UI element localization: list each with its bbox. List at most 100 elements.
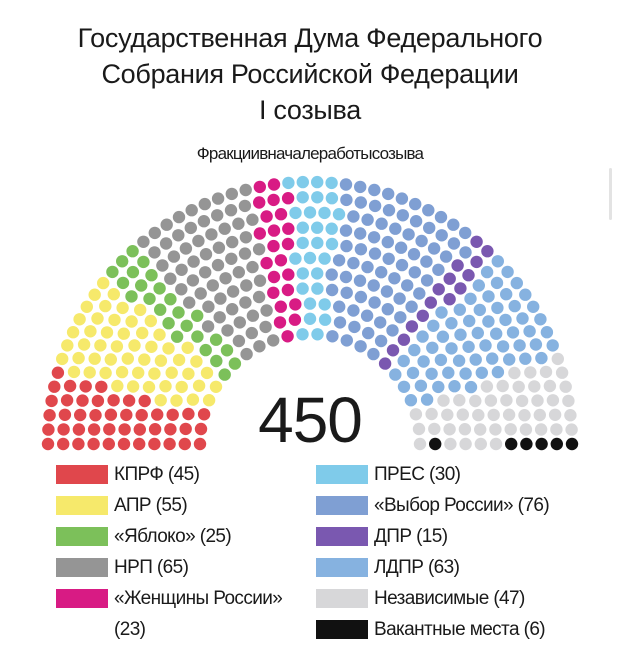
seat-2-18 bbox=[145, 269, 158, 282]
seat-8-35 bbox=[490, 327, 503, 340]
seat-4-0 bbox=[273, 316, 287, 329]
seat-8-58 bbox=[519, 352, 532, 365]
seat-3-38 bbox=[205, 228, 218, 241]
seat-5-2 bbox=[296, 328, 309, 341]
seat-1-18 bbox=[77, 338, 91, 351]
seat-0-33 bbox=[91, 394, 105, 408]
seat-6-9 bbox=[326, 330, 339, 343]
seat-1-49 bbox=[116, 301, 129, 315]
seat-3-16 bbox=[240, 347, 253, 361]
seat-9-41 bbox=[565, 423, 578, 436]
seat-8-11 bbox=[490, 276, 504, 290]
seat-6-2 bbox=[325, 283, 339, 297]
seat-8-14 bbox=[389, 368, 402, 381]
seat-3-45 bbox=[211, 209, 224, 222]
seat-5-17 bbox=[311, 236, 324, 250]
seat-0-18 bbox=[148, 423, 162, 436]
seat-2-12 bbox=[180, 319, 193, 332]
seat-1-33 bbox=[182, 367, 195, 380]
seat-0-40 bbox=[79, 380, 92, 393]
seat-1-39 bbox=[108, 313, 121, 327]
seat-3-22 bbox=[214, 292, 227, 305]
seat-9-5 bbox=[539, 365, 553, 379]
legend-item-zhenshchiny: «Женщины России» bbox=[56, 583, 316, 614]
seat-8-42 bbox=[414, 379, 428, 392]
seat-4-7 bbox=[281, 330, 294, 343]
seat-8-33 bbox=[462, 340, 475, 353]
seat-6-41 bbox=[368, 296, 381, 309]
seat-6-54 bbox=[374, 316, 387, 329]
seat-9-10 bbox=[512, 380, 525, 393]
seat-3-5 bbox=[137, 235, 150, 248]
seat-6-74 bbox=[405, 300, 418, 313]
seat-2-10 bbox=[135, 279, 148, 292]
seat-8-44 bbox=[523, 325, 536, 338]
seat-1-53 bbox=[181, 341, 194, 354]
seat-0-19 bbox=[164, 423, 177, 436]
seat-9-19 bbox=[515, 394, 529, 408]
seat-2-15 bbox=[172, 306, 185, 319]
seat-3-46 bbox=[240, 279, 253, 292]
legend-swatch-yabloko bbox=[56, 527, 108, 546]
seat-8-39 bbox=[452, 354, 466, 367]
seat-1-26 bbox=[84, 325, 97, 338]
seat-7-3 bbox=[443, 272, 456, 285]
seat-1-15 bbox=[132, 366, 145, 379]
seat-10-2 bbox=[550, 437, 563, 451]
seat-3-41 bbox=[246, 309, 260, 322]
seat-7-6 bbox=[416, 309, 429, 322]
seat-4-13 bbox=[267, 193, 280, 207]
seat-4-10 bbox=[267, 239, 280, 253]
seat-6-58 bbox=[401, 279, 414, 292]
seat-1-52 bbox=[97, 276, 110, 290]
seat-0-23 bbox=[74, 408, 87, 422]
legend-item-vakantnye: Вакантные места (6) bbox=[316, 614, 616, 645]
seat-4-3 bbox=[253, 227, 266, 240]
seat-8-30 bbox=[434, 353, 448, 367]
seat-8-48 bbox=[513, 339, 526, 352]
seat-10-1 bbox=[535, 437, 548, 451]
seat-6-13 bbox=[354, 227, 367, 240]
seat-5-4 bbox=[296, 282, 309, 295]
seat-9-25 bbox=[487, 408, 500, 422]
seat-0-26 bbox=[104, 408, 118, 421]
seat-1-10 bbox=[186, 393, 200, 406]
scrollbar-thumb[interactable] bbox=[609, 168, 612, 220]
seat-8-29 bbox=[471, 326, 484, 340]
seat-6-68 bbox=[447, 237, 461, 250]
legend-label-zhenshchiny-count: (23) bbox=[114, 618, 146, 640]
seat-6-62 bbox=[420, 255, 433, 268]
seat-8-16 bbox=[473, 303, 486, 317]
seat-3-8 bbox=[175, 263, 188, 276]
seat-8-18 bbox=[510, 276, 523, 290]
seat-0-43 bbox=[197, 408, 211, 421]
seat-9-36 bbox=[489, 423, 502, 436]
legend-label-apr: АПР (55) bbox=[114, 494, 188, 516]
seat-1-9 bbox=[72, 351, 85, 365]
seat-6-38 bbox=[382, 252, 395, 265]
seat-8-43 bbox=[442, 366, 455, 379]
seat-1-14 bbox=[61, 339, 74, 352]
seat-1-20 bbox=[148, 367, 161, 380]
seat-6-11 bbox=[333, 300, 346, 313]
seat-8-4 bbox=[416, 330, 429, 343]
seat-3-2 bbox=[164, 272, 177, 285]
seat-1-5 bbox=[83, 366, 96, 379]
seat-8-31 bbox=[499, 313, 512, 327]
seat-3-33 bbox=[211, 258, 225, 272]
seat-3-62 bbox=[252, 243, 266, 256]
seat-6-46 bbox=[422, 204, 435, 217]
seat-0-4 bbox=[133, 437, 146, 451]
seat-3-48 bbox=[226, 235, 239, 249]
seat-8-55 bbox=[475, 366, 488, 379]
seat-1-46 bbox=[88, 288, 101, 301]
seat-9-30 bbox=[428, 422, 441, 436]
seat-6-1 bbox=[339, 178, 353, 191]
seat-6-21 bbox=[353, 274, 367, 287]
seat-3-30 bbox=[199, 248, 213, 261]
legend-item-dpr: ДПР (15) bbox=[316, 521, 616, 552]
seat-9-13 bbox=[425, 407, 438, 421]
seat-8-1 bbox=[491, 255, 504, 268]
legend-item-kprf: КПРФ (45) bbox=[56, 459, 316, 490]
seat-6-72 bbox=[459, 226, 472, 240]
